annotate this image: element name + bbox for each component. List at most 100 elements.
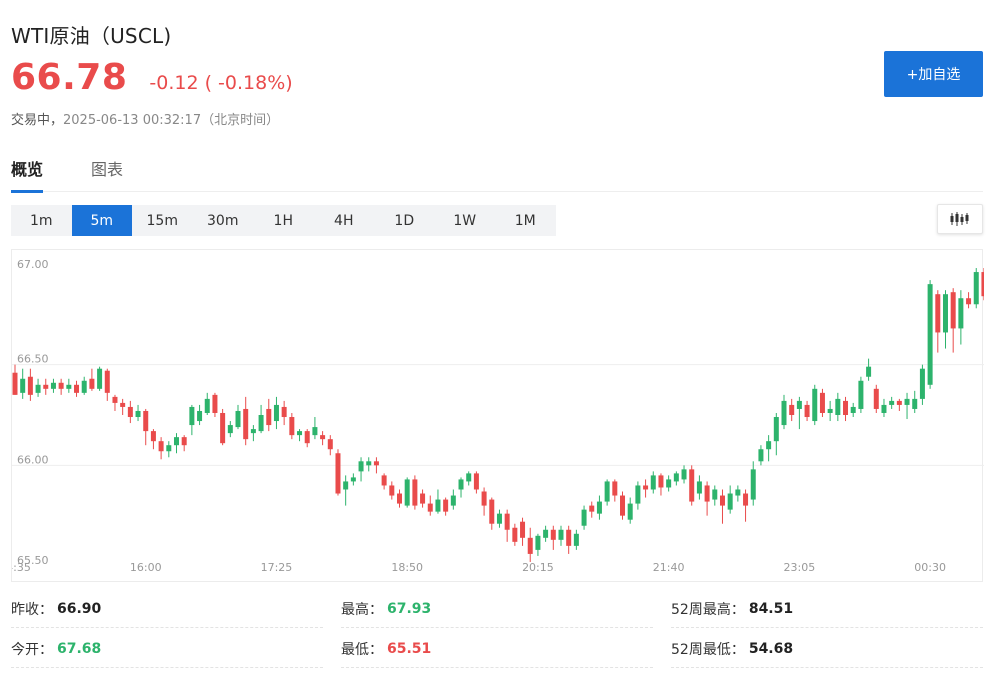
period-15m[interactable]: 15m [146, 212, 178, 229]
x-tick-label: 16:00 [130, 561, 162, 574]
tab-chart[interactable]: 图表 [91, 160, 124, 179]
stat-value: 67.68 [57, 640, 102, 657]
period-1m[interactable]: 1m [29, 212, 53, 229]
candle-body [504, 513, 510, 530]
candle-body [266, 408, 272, 426]
candle-body [604, 481, 610, 502]
candle-body [320, 435, 326, 440]
candle-body [496, 513, 502, 524]
candle-body [543, 529, 549, 538]
candle-body [435, 499, 441, 512]
candle-body [889, 400, 895, 405]
price-chart[interactable]: 67.00 66.50 66.00 65.5014:35 16:00 17:25 18:50… [11, 249, 984, 582]
stat-value: 67.93 [387, 600, 432, 617]
period-1h[interactable]: 1H [273, 212, 293, 229]
candle-body [181, 437, 187, 446]
candle-body [581, 509, 587, 526]
candle-body [735, 489, 741, 496]
candle-body [412, 479, 418, 506]
candle-body [327, 439, 333, 450]
price-change: -0.12 ( -0.18%) [149, 72, 293, 94]
candle-body [66, 384, 72, 389]
candle-body [781, 400, 787, 426]
candle-body [473, 473, 479, 490]
candle-body [158, 441, 164, 452]
status-time: 2025-06-13 00:32:17（北京时间） [63, 113, 280, 128]
stat-value: 84.51 [748, 600, 794, 617]
candle-body [873, 388, 879, 409]
candle-body [166, 445, 172, 452]
stat-value: 54.68 [748, 640, 794, 657]
candle-body [919, 368, 925, 399]
candle-body [450, 495, 456, 506]
candle-body [942, 294, 948, 333]
stat-value: 66.90 [57, 600, 102, 617]
candle-body [350, 477, 356, 482]
candle-body [520, 521, 526, 538]
candle-body [727, 493, 733, 510]
stat-value: 65.51 [387, 640, 432, 657]
candle-body [958, 298, 964, 329]
candle-body [397, 493, 402, 504]
candle-body [89, 378, 95, 389]
candle-body [227, 425, 233, 434]
candle-body [881, 404, 887, 413]
candle-body [127, 406, 133, 418]
candle-body [912, 398, 918, 409]
candle-body [550, 529, 556, 540]
period-5m[interactable]: 5m [71, 205, 132, 236]
stat-high: 最高： 67.93 [341, 590, 653, 628]
candle-body [27, 376, 33, 395]
period-1mo[interactable]: 1M [514, 212, 536, 229]
candle-body [558, 529, 564, 540]
y-tick-label: 66.50 [17, 353, 49, 366]
period-30m[interactable]: 30m [207, 212, 239, 229]
candle-body [273, 404, 279, 422]
candle-body [304, 431, 310, 444]
candle-body [366, 461, 372, 466]
y-tick-label: 65.50 [17, 554, 49, 567]
x-tick-label: 23:05 [784, 561, 816, 574]
period-4h[interactable]: 4H [334, 212, 354, 229]
x-tick-label: 00:30 [914, 561, 946, 574]
main-tabs: 概览 图表 [11, 148, 983, 193]
add-watchlist-button[interactable]: +加自选 [884, 51, 983, 97]
candle-body [866, 366, 872, 377]
candle-body [566, 529, 572, 546]
candlestick-chart: 67.00 66.50 66.00 65.5014:35 16:00 17:25 18:50… [12, 258, 984, 574]
candle-body [43, 384, 49, 389]
candle-body [681, 469, 687, 480]
status-label: 交易中， [11, 113, 64, 128]
candle-body [373, 461, 379, 466]
candle-body [658, 475, 664, 488]
candle-body [850, 406, 856, 413]
candle-body [535, 535, 541, 550]
candle-body [97, 368, 103, 389]
last-price: 66.78 [11, 57, 128, 98]
tab-overview[interactable]: 概览 [11, 156, 44, 193]
candle-body [489, 499, 495, 524]
period-1w[interactable]: 1W [453, 212, 477, 229]
chart-type-button[interactable] [937, 204, 983, 234]
candle-body [197, 410, 203, 422]
candle-body [189, 406, 195, 426]
candle-body [766, 441, 772, 450]
stat-label: 昨收： [11, 601, 53, 618]
stat-label: 今开： [11, 641, 53, 658]
x-tick-label: 18:50 [391, 561, 423, 574]
period-1d[interactable]: 1D [394, 212, 415, 229]
stat-open: 今开： 67.68 [11, 630, 323, 668]
x-tick-label: 17:25 [261, 561, 293, 574]
candle-body [835, 398, 841, 415]
candle-body [81, 380, 87, 393]
candle-body [973, 272, 979, 305]
candle-body [512, 527, 518, 542]
candle-body [812, 388, 818, 422]
candle-body [335, 453, 341, 494]
candle-body [258, 415, 264, 432]
candle-body [750, 469, 756, 500]
candle-body [796, 400, 802, 409]
candle-body [12, 372, 18, 395]
candle-body [904, 398, 910, 405]
candle-body [143, 410, 149, 432]
